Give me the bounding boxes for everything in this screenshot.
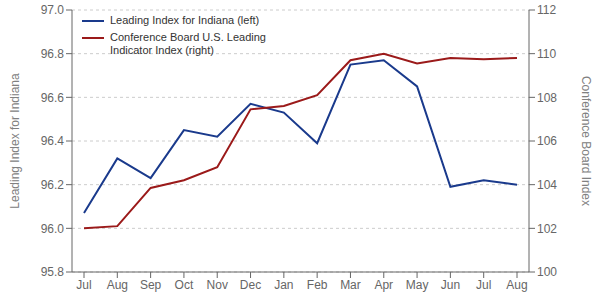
svg-text:Leading Index for Indiana: Leading Index for Indiana: [8, 73, 22, 209]
svg-text:104: 104: [537, 178, 557, 192]
svg-text:Oct: Oct: [175, 278, 194, 292]
svg-text:96.2: 96.2: [41, 178, 65, 192]
svg-text:Jul: Jul: [76, 278, 91, 292]
svg-text:Jan: Jan: [274, 278, 293, 292]
svg-text:Jun: Jun: [441, 278, 460, 292]
html-text:Conference Board U.S. Leading: Conference Board U.S. Leading: [110, 31, 266, 43]
svg-text:Sep: Sep: [140, 278, 162, 292]
svg-text:Conference Board Index: Conference Board Index: [579, 76, 593, 206]
svg-text:Jul: Jul: [476, 278, 491, 292]
svg-text:108: 108: [537, 91, 557, 105]
svg-text:96.6: 96.6: [41, 91, 65, 105]
svg-text:Apr: Apr: [374, 278, 393, 292]
html-text:Indicator Index (right): Indicator Index (right): [110, 44, 214, 56]
svg-text:95.8: 95.8: [41, 265, 65, 279]
html-text:Leading Index for Indiana (lef: Leading Index for Indiana (left): [110, 14, 260, 26]
svg-text:Dec: Dec: [240, 278, 261, 292]
svg-text:Aug: Aug: [107, 278, 128, 292]
svg-text:102: 102: [537, 222, 557, 236]
svg-text:Aug: Aug: [506, 278, 527, 292]
svg-text:Mar: Mar: [340, 278, 361, 292]
svg-text:96.8: 96.8: [41, 47, 65, 61]
svg-text:Nov: Nov: [207, 278, 228, 292]
svg-text:106: 106: [537, 134, 557, 148]
svg-text:97.0: 97.0: [41, 3, 65, 17]
svg-text:96.4: 96.4: [41, 134, 65, 148]
svg-text:112: 112: [537, 3, 556, 17]
svg-text:May: May: [406, 278, 429, 292]
svg-text:96.0: 96.0: [41, 222, 65, 236]
svg-text:Feb: Feb: [307, 278, 328, 292]
svg-text:100: 100: [537, 265, 557, 279]
svg-text:110: 110: [537, 47, 556, 61]
